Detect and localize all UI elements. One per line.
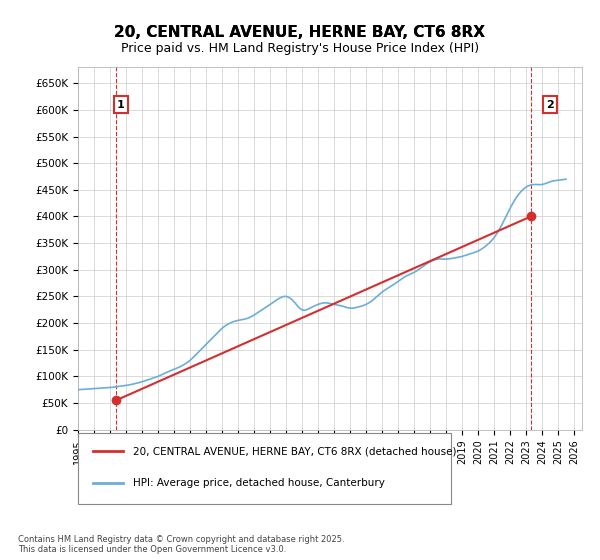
Text: HPI: Average price, detached house, Canterbury: HPI: Average price, detached house, Cant… bbox=[133, 478, 385, 488]
Text: 1: 1 bbox=[117, 100, 125, 110]
Text: 20, CENTRAL AVENUE, HERNE BAY, CT6 8RX (detached house): 20, CENTRAL AVENUE, HERNE BAY, CT6 8RX (… bbox=[133, 446, 457, 456]
Text: Contains HM Land Registry data © Crown copyright and database right 2025.
This d: Contains HM Land Registry data © Crown c… bbox=[18, 535, 344, 554]
Text: Price paid vs. HM Land Registry's House Price Index (HPI): Price paid vs. HM Land Registry's House … bbox=[121, 42, 479, 55]
Text: 20, CENTRAL AVENUE, HERNE BAY, CT6 8RX: 20, CENTRAL AVENUE, HERNE BAY, CT6 8RX bbox=[115, 25, 485, 40]
Text: 20, CENTRAL AVENUE, HERNE BAY, CT6 8RX: 20, CENTRAL AVENUE, HERNE BAY, CT6 8RX bbox=[115, 25, 485, 40]
Text: 2: 2 bbox=[546, 100, 554, 110]
FancyBboxPatch shape bbox=[78, 433, 451, 504]
